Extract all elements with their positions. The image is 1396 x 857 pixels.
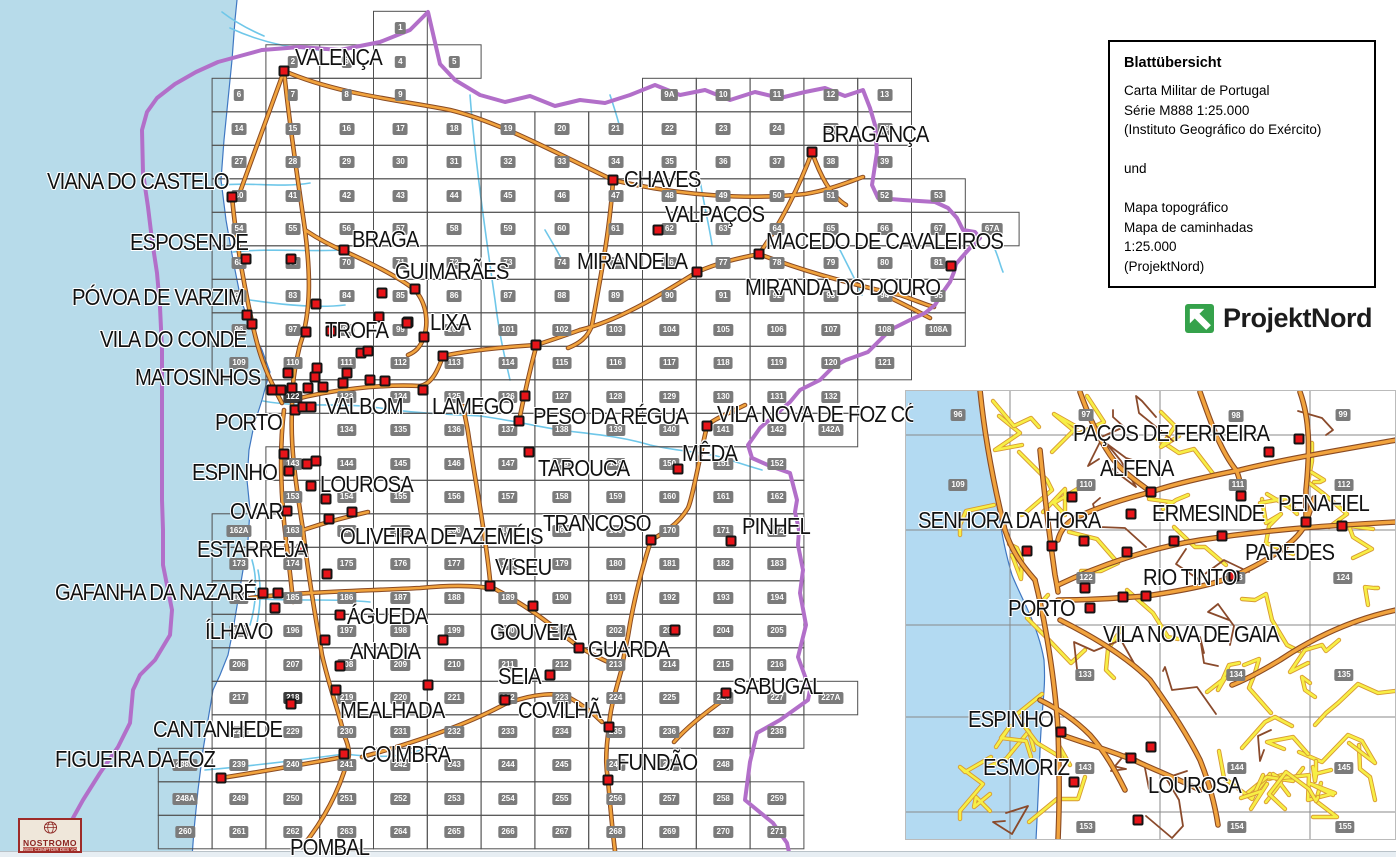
sheet-grid: [157, 10, 1020, 850]
legend-lines: Carta Militar de Portugal Série M888 1:25…: [1124, 81, 1360, 276]
legend-line: Carta Militar de Portugal: [1124, 83, 1270, 98]
map-bottom-margin: [0, 851, 1396, 857]
nostromo-name: NOSTROMO: [22, 838, 78, 848]
main-roads: [218, 68, 937, 851]
projektnord-logo: ProjektNord: [1185, 303, 1373, 334]
legend-line: Série M888 1:25.000: [1124, 102, 1250, 118]
legend-title: Blattübersicht: [1124, 55, 1222, 71]
legend-line: 1:25.000: [1124, 239, 1177, 254]
legend-line: und: [1124, 161, 1147, 176]
inset-minor-roads: [957, 393, 1396, 839]
atlantic-sea: [0, 0, 270, 851]
legend-line: Mapa topográfico: [1124, 200, 1229, 215]
legend-line: [1124, 179, 1360, 199]
nostromo-tagline: WEB COMPTOIR DES VOYAGEURS: [23, 847, 82, 853]
boundary-lines: [53, 10, 982, 851]
legend-line: Mapa de caminhadas: [1124, 219, 1254, 235]
legend-line: (ProjektNord): [1124, 258, 1205, 274]
projektnord-arrow-icon: [1185, 304, 1214, 333]
nostromo-logo: NOSTROMO WEB COMPTOIR DES VOYAGEURS: [18, 818, 82, 853]
globe-icon: [43, 821, 57, 834]
legend-box: Blattübersicht Carta Militar de Portugal…: [1108, 40, 1376, 288]
legend-line: (Instituto Geográfico do Exército): [1124, 122, 1322, 137]
legend-line: [1124, 140, 1360, 160]
projektnord-name: ProjektNord: [1223, 303, 1373, 333]
